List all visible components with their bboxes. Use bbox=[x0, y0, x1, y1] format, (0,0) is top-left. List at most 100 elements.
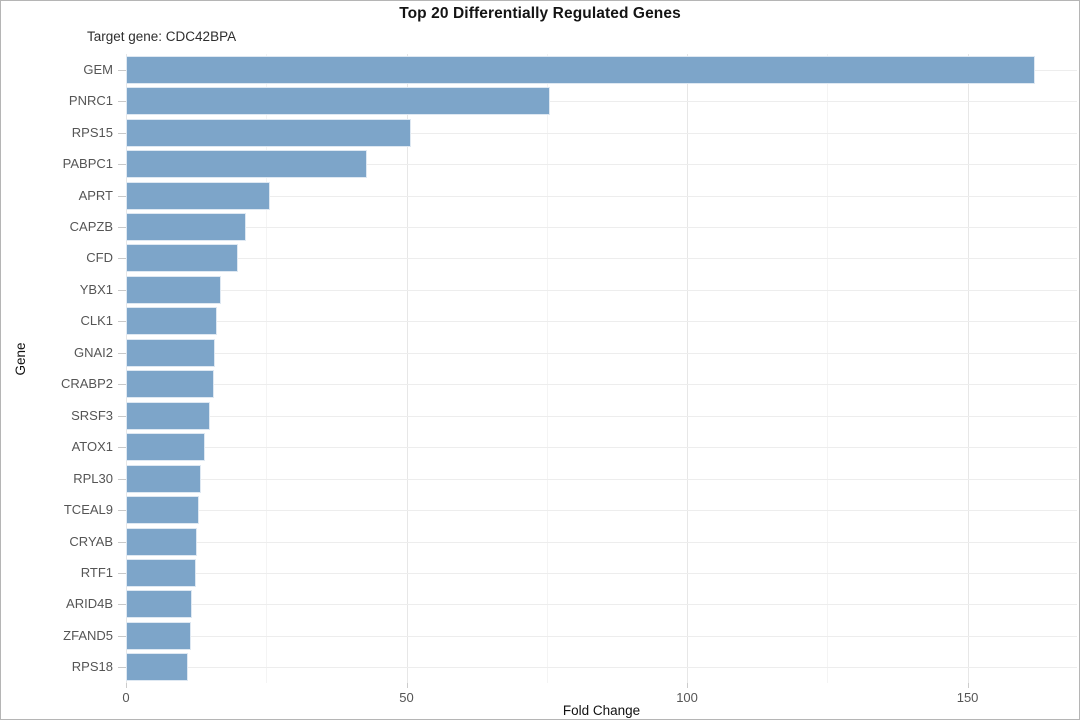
row-gridline bbox=[126, 101, 1077, 103]
row-gridline bbox=[126, 572, 1077, 574]
gene-label: PABPC1 bbox=[62, 156, 113, 172]
gene-label: SRSF3 bbox=[71, 407, 113, 423]
y-tick-mark bbox=[118, 478, 126, 480]
gene-label: CRABP2 bbox=[60, 376, 113, 392]
row-gridline bbox=[126, 321, 1077, 323]
gene-label: PNRC1 bbox=[68, 93, 113, 109]
y-tick-mark bbox=[118, 447, 126, 449]
y-tick-mark bbox=[118, 384, 126, 386]
row-gridline bbox=[126, 447, 1077, 449]
bar-cryab bbox=[126, 527, 197, 556]
row-gridline bbox=[126, 352, 1077, 354]
bar-row: CFD bbox=[86, 243, 1077, 274]
row-gridline bbox=[126, 195, 1077, 197]
y-tick-mark bbox=[118, 101, 126, 103]
gene-label: CLK1 bbox=[80, 313, 113, 329]
bar-rows-container: GEM PNRC1 RPS15 PABPC1 APRT CAPZB CFD YBX1 CLK1 G… bbox=[61, 54, 1077, 683]
gene-label: TCEAL9 bbox=[63, 502, 113, 518]
x-tick-label: 100 bbox=[676, 690, 698, 705]
y-tick-mark bbox=[118, 164, 126, 166]
bar-aprt bbox=[126, 181, 270, 210]
y-tick-mark bbox=[118, 321, 126, 323]
row-gridline bbox=[126, 510, 1077, 512]
bar-arid4b bbox=[126, 590, 192, 619]
chart-title: Top 20 Differentially Regulated Genes bbox=[399, 5, 681, 22]
y-tick-mark bbox=[118, 510, 126, 512]
bar-row: RPS15 bbox=[72, 117, 1077, 148]
gene-label: GNAI2 bbox=[73, 344, 113, 360]
row-gridline bbox=[126, 541, 1077, 543]
bar-zfand5 bbox=[126, 621, 191, 650]
bar-row: CRABP2 bbox=[61, 369, 1077, 400]
bar-gem bbox=[126, 55, 1035, 84]
bar-crabp2 bbox=[126, 370, 215, 399]
bar-rps15 bbox=[126, 118, 412, 147]
row-gridline bbox=[126, 384, 1077, 386]
gridline-major bbox=[687, 54, 689, 683]
y-tick-mark bbox=[118, 667, 126, 669]
bar-row: SRSF3 bbox=[71, 400, 1077, 431]
gridline-major bbox=[406, 54, 408, 683]
bar-row: RTF1 bbox=[81, 557, 1077, 588]
x-tick-mark bbox=[126, 683, 127, 688]
bar-row: CRYAB bbox=[69, 526, 1077, 557]
gene-label: GEM bbox=[83, 61, 113, 77]
y-tick-mark bbox=[118, 541, 126, 543]
row-gridline bbox=[126, 164, 1077, 166]
bar-tceal9 bbox=[126, 496, 199, 525]
bar-row: YBX1 bbox=[80, 274, 1077, 305]
y-tick-mark bbox=[118, 352, 126, 354]
y-tick-mark bbox=[118, 195, 126, 197]
bar-row: ATOX1 bbox=[72, 431, 1077, 462]
bar-row: PABPC1 bbox=[63, 148, 1077, 179]
y-tick-mark bbox=[118, 132, 126, 134]
gene-label: CFD bbox=[86, 250, 113, 266]
gene-label: ATOX1 bbox=[71, 439, 113, 455]
y-axis-title: Gene bbox=[13, 342, 29, 376]
bar-row: RPS18 bbox=[72, 652, 1077, 683]
y-tick-mark bbox=[118, 604, 126, 606]
row-gridline bbox=[126, 478, 1077, 480]
bar-rps18 bbox=[126, 653, 189, 682]
y-tick-mark bbox=[118, 258, 126, 260]
y-tick-mark bbox=[118, 289, 126, 291]
gridline-minor bbox=[546, 54, 548, 683]
bar-row: TCEAL9 bbox=[64, 494, 1077, 525]
bar-rpl30 bbox=[126, 464, 202, 493]
bar-row: GEM bbox=[83, 54, 1077, 85]
y-tick-mark bbox=[118, 572, 126, 574]
bar-rtf1 bbox=[126, 558, 196, 587]
gene-label: CRYAB bbox=[69, 533, 113, 549]
row-gridline bbox=[126, 289, 1077, 291]
gene-label: RPS18 bbox=[71, 659, 113, 675]
row-gridline bbox=[126, 604, 1077, 606]
x-axis-title: Fold Change bbox=[562, 703, 641, 718]
bar-srsf3 bbox=[126, 401, 211, 430]
row-gridline bbox=[126, 635, 1077, 637]
bar-clk1 bbox=[126, 307, 217, 336]
y-tick-mark bbox=[118, 69, 126, 71]
bar-row: ZFAND5 bbox=[63, 620, 1077, 651]
bar-atox1 bbox=[126, 433, 206, 462]
bar-pabpc1 bbox=[126, 150, 368, 179]
row-gridline bbox=[126, 132, 1077, 134]
bar-ybx1 bbox=[126, 275, 221, 304]
gene-label: ARID4B bbox=[66, 596, 113, 612]
bar-row: RPL30 bbox=[73, 463, 1077, 494]
row-gridline bbox=[126, 226, 1077, 228]
bar-cfd bbox=[126, 244, 238, 273]
row-gridline bbox=[126, 415, 1077, 417]
gene-label: APRT bbox=[78, 187, 113, 203]
bar-capzb bbox=[126, 212, 246, 241]
gene-label: YBX1 bbox=[79, 282, 113, 298]
gene-label: RTF1 bbox=[80, 565, 113, 581]
x-tick-label: 150 bbox=[956, 690, 979, 705]
x-tick-label: 50 bbox=[399, 690, 414, 705]
gridline-minor bbox=[266, 54, 268, 683]
gridline-major bbox=[126, 54, 127, 683]
bar-row: APRT bbox=[79, 180, 1077, 211]
gene-label: RPS15 bbox=[71, 124, 113, 140]
row-gridline bbox=[126, 258, 1077, 260]
bar-row: GNAI2 bbox=[74, 337, 1077, 368]
bar-row: CAPZB bbox=[70, 211, 1077, 242]
